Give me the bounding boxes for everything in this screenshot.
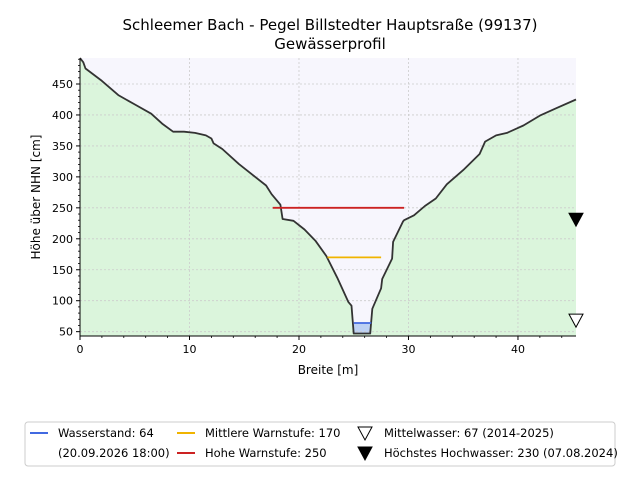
- legend-label-max-flood: Höchstes Hochwasser: 230 (07.08.2024): [384, 446, 618, 460]
- y-tick-label: 300: [52, 171, 73, 184]
- y-axis-label: Höhe über NHN [cm]: [29, 135, 43, 260]
- y-tick-label: 350: [52, 140, 73, 153]
- x-tick-label: 10: [182, 343, 196, 356]
- x-axis-label: Breite [m]: [298, 363, 359, 377]
- y-tick-label: 400: [52, 109, 73, 122]
- y-tick-label: 250: [52, 202, 73, 215]
- x-tick-label: 30: [401, 343, 415, 356]
- y-tick-label: 100: [52, 295, 73, 308]
- mean-water-marker: [568, 313, 584, 329]
- y-tick-label: 150: [52, 264, 73, 277]
- y-tick-label: 450: [52, 78, 73, 91]
- y-tick-label: 50: [59, 326, 73, 339]
- legend-marker-mean-water: [357, 426, 373, 442]
- profile-line: [79, 57, 577, 335]
- legend-label-water-level-time: (20.09.2026 18:00): [58, 446, 170, 460]
- ground-area: [80, 58, 576, 336]
- x-tick-label: 20: [292, 343, 306, 356]
- legend-label-water-level: Wasserstand: 64: [58, 426, 154, 440]
- plot-area: 0 10 20 30 40 50 100 150 200 250 300 350 400 450: [52, 57, 584, 356]
- max-flood-marker: [568, 212, 584, 228]
- chart-subtitle: Gewässerprofil: [274, 35, 386, 53]
- x-tick-label: 40: [511, 343, 525, 356]
- chart-title: Schleemer Bach - Pegel Billstedter Haupt…: [123, 16, 538, 34]
- legend-marker-max-flood: [357, 446, 373, 462]
- legend: Wasserstand: 64 (20.09.2026 18:00) Mittl…: [24, 421, 618, 467]
- legend-label-mean-water: Mittelwasser: 67 (2014-2025): [384, 426, 554, 440]
- x-tick-label: 0: [77, 343, 84, 356]
- legend-frame: [24, 421, 616, 467]
- y-tick-label: 200: [52, 233, 73, 246]
- legend-label-mid-warn: Mittlere Warnstufe: 170: [205, 426, 341, 440]
- legend-label-high-warn: Hohe Warnstufe: 250: [205, 446, 327, 460]
- water-area: [353, 322, 372, 334]
